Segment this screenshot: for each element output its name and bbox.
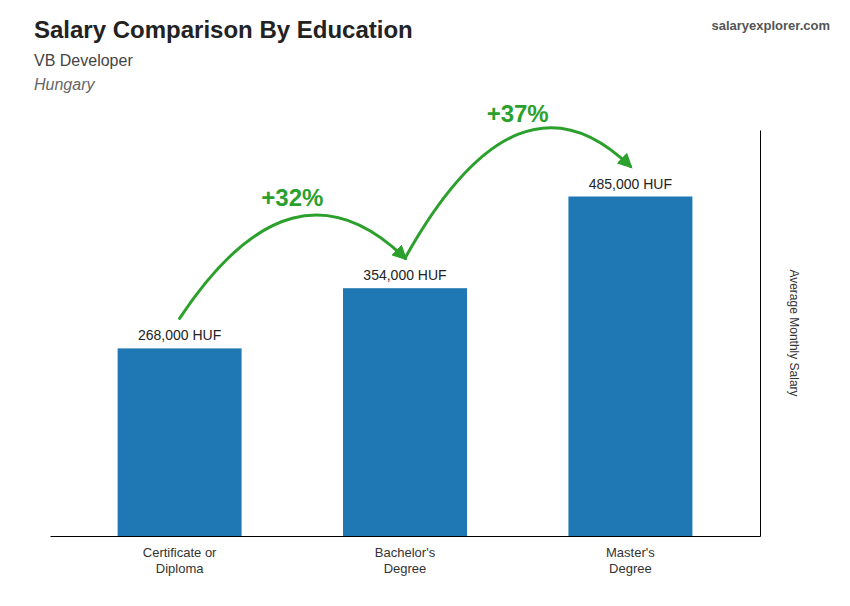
x-tick-label-line: Degree [384,561,427,576]
plot: Certificate orDiplomaBachelor'sDegreeMas… [51,100,761,575]
x-tick-label-line: Master's [606,545,655,560]
x-tick: Bachelor'sDegree [375,545,436,576]
chart-svg: Salary Comparison By Education VB Develop… [0,0,850,606]
x-axis: Certificate orDiplomaBachelor'sDegreeMas… [51,537,761,576]
x-tick-label: Master'sDegree [606,545,655,576]
data-label: 485,000 HUF [589,176,672,192]
brand: salaryexplorer.com [711,18,830,33]
subtitle: VB Developer [34,52,133,69]
bars [118,197,693,537]
change-arrow [405,128,630,259]
y-axis-line [760,131,761,537]
change-arrow [180,215,405,318]
data-label: 268,000 HUF [138,327,221,343]
change-arrows: +32% +37% [180,100,631,318]
data-label: 354,000 HUF [363,267,446,283]
x-tick-label-line: Degree [609,561,652,576]
x-tick-label: Certificate orDiploma [143,545,217,576]
x-tick-label-line: Diploma [156,561,204,576]
x-tick: Certificate orDiploma [143,545,217,576]
y-axis-label: Average Monthly Salary [787,269,801,396]
change-label: +32% [261,184,323,211]
change-label: +37% [487,100,549,127]
x-tick: Master'sDegree [606,545,655,576]
bar [568,197,692,537]
x-axis-line [51,536,761,537]
x-tick-label: Bachelor'sDegree [375,545,436,576]
x-tick-label-line: Bachelor's [375,545,436,560]
country: Hungary [34,76,95,93]
y-axis [760,131,761,537]
bar [118,348,242,536]
bar [343,288,467,536]
title: Salary Comparison By Education [34,16,413,43]
x-tick-label-line: Certificate or [143,545,217,560]
chart-root: Salary Comparison By Education VB Develop… [0,0,850,606]
